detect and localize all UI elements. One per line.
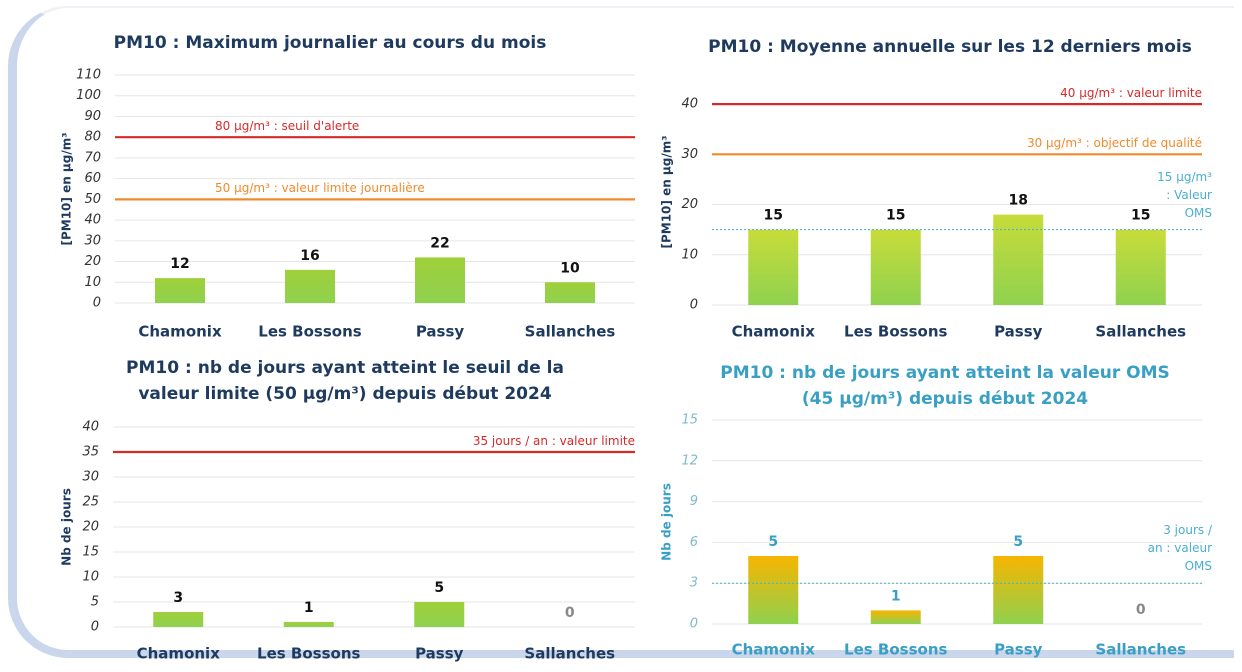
y-tick-label: 30 <box>681 147 698 162</box>
bar <box>415 257 465 303</box>
x-tick-label: Chamonix <box>138 323 222 341</box>
y-tick-label: 30 <box>82 470 99 485</box>
value-label: 15 <box>886 208 905 224</box>
reference-label: 15 µg/m³ : Valeur OMS <box>1157 169 1212 220</box>
x-tick-label: Sallanches <box>524 645 615 663</box>
y-tick-label: 40 <box>681 97 698 112</box>
bar <box>870 229 921 305</box>
bar <box>414 602 465 627</box>
x-tick-label: Les Bossons <box>844 323 947 341</box>
value-label: 1 <box>304 600 314 616</box>
y-tick-label: 20 <box>84 254 101 269</box>
y-tick-label: 3 <box>690 576 698 591</box>
chart-title: PM10 : nb de jours ayant atteint le seui… <box>126 358 564 404</box>
value-label: 5 <box>1013 534 1023 550</box>
value-label: 22 <box>430 235 449 251</box>
bar <box>870 610 921 624</box>
y-tick-label: 0 <box>690 298 698 313</box>
y-tick-label: 10 <box>681 247 698 262</box>
y-tick-label: 90 <box>84 109 101 124</box>
y-tick-label: 100 <box>76 88 101 103</box>
y-tick-label: 15 <box>681 413 698 428</box>
y-tick-label: 20 <box>681 197 698 212</box>
y-tick-label: 50 <box>84 192 101 207</box>
x-tick-label: Les Bossons <box>257 645 360 663</box>
bar <box>993 556 1044 624</box>
x-tick-label: Chamonix <box>137 645 221 663</box>
y-tick-label: 35 <box>82 445 99 460</box>
reference-label: 40 µg/m³ : valeur limite <box>1060 86 1202 101</box>
y-tick-label: 70 <box>84 150 101 165</box>
bar <box>748 229 799 305</box>
value-label: 5 <box>768 534 778 550</box>
value-label: 15 <box>1131 208 1150 224</box>
y-tick-label: 9 <box>690 494 698 509</box>
y-tick-label: 80 <box>84 130 101 145</box>
y-tick-label: 10 <box>82 570 99 585</box>
bar <box>1115 229 1166 305</box>
chart-title: PM10 : nb de jours ayant atteint la vale… <box>720 363 1170 409</box>
y-tick-label: 60 <box>84 171 101 186</box>
y-tick-label: 6 <box>690 535 698 550</box>
bar <box>155 278 205 303</box>
chart-title: PM10 : Moyenne annuelle sur les 12 derni… <box>708 37 1192 57</box>
y-tick-label: 40 <box>82 420 99 435</box>
chart-title: PM10 : Maximum journalier au cours du mo… <box>113 33 547 53</box>
value-label: 12 <box>170 256 189 272</box>
y-tick-label: 25 <box>82 495 99 510</box>
y-tick-label: 20 <box>82 520 99 535</box>
reference-label: 30 µg/m³ : objectif de qualité <box>1026 136 1202 151</box>
reference-label: 35 jours / an : valeur limite <box>472 434 635 448</box>
value-label: 0 <box>1136 602 1146 618</box>
reference-label: 50 µg/m³ : valeur limite journalière <box>215 181 425 196</box>
x-tick-label: Chamonix <box>732 641 816 659</box>
value-label: 5 <box>434 580 444 596</box>
x-tick-label: Sallanches <box>1095 641 1186 659</box>
x-tick-label: Les Bossons <box>844 641 947 659</box>
value-label: 10 <box>560 260 580 276</box>
value-label: 1 <box>891 588 901 604</box>
value-label: 15 <box>764 208 783 224</box>
y-tick-label: 30 <box>84 233 101 248</box>
value-label: 0 <box>565 605 575 621</box>
reference-label: 3 jours / an : valeur OMS <box>1147 523 1212 574</box>
y-tick-label: 0 <box>91 620 99 635</box>
frame <box>8 6 1234 658</box>
y-tick-label: 0 <box>93 296 101 311</box>
value-label: 3 <box>173 590 183 606</box>
y-tick-label: 40 <box>84 213 101 228</box>
x-tick-label: Chamonix <box>732 323 816 341</box>
y-axis-label: Nb de jours <box>660 483 674 561</box>
y-axis-label: [PM10] en µg/m³ <box>60 132 74 245</box>
y-tick-label: 5 <box>91 595 99 610</box>
y-axis-label: Nb de jours <box>60 488 74 566</box>
y-tick-label: 15 <box>82 545 99 560</box>
bar <box>748 556 799 624</box>
y-tick-label: 10 <box>84 275 101 290</box>
value-label: 16 <box>300 248 319 264</box>
y-axis-label: [PM10] en µg/m³ <box>660 135 674 248</box>
x-tick-label: Sallanches <box>1095 323 1186 341</box>
value-label: 18 <box>1009 193 1028 209</box>
y-tick-label: 0 <box>690 617 698 632</box>
x-tick-label: Passy <box>994 641 1043 659</box>
x-tick-label: Sallanches <box>525 323 616 341</box>
bar <box>993 214 1044 305</box>
x-tick-label: Passy <box>415 645 464 663</box>
x-tick-label: Passy <box>416 323 465 341</box>
x-tick-label: Passy <box>994 323 1043 341</box>
y-tick-label: 12 <box>681 453 698 468</box>
bar <box>283 622 334 627</box>
bar <box>153 612 204 627</box>
x-tick-label: Les Bossons <box>258 323 361 341</box>
bar <box>285 269 335 303</box>
bar <box>545 282 595 303</box>
reference-label: 80 µg/m³ : seuil d'alerte <box>215 119 360 134</box>
y-tick-label: 110 <box>76 68 101 83</box>
